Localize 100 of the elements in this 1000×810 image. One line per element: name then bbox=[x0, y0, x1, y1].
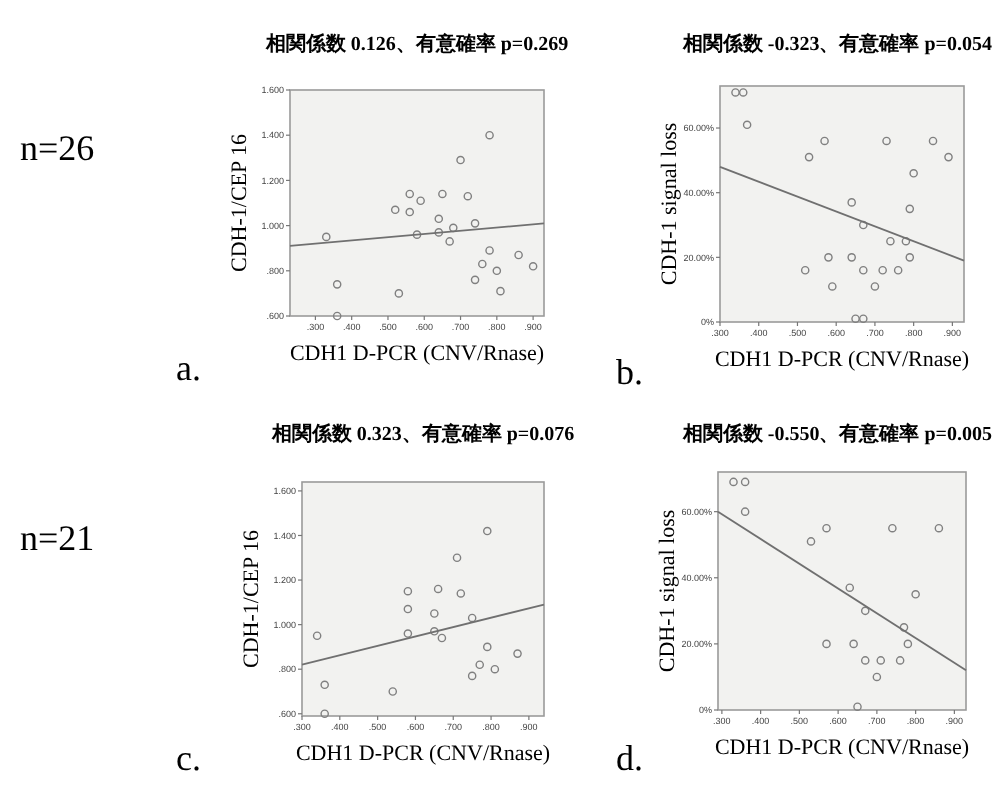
point bbox=[740, 477, 750, 487]
point bbox=[905, 204, 915, 214]
point bbox=[320, 680, 329, 690]
point bbox=[320, 709, 329, 719]
point bbox=[513, 649, 522, 658]
point bbox=[934, 523, 944, 533]
point bbox=[742, 120, 752, 130]
point bbox=[470, 275, 480, 285]
point bbox=[456, 155, 465, 165]
point bbox=[729, 477, 738, 487]
point bbox=[882, 136, 891, 146]
x-axis-title: CDH1 D-PCR (CNV/Rnase) bbox=[289, 342, 545, 366]
chart-title: 相関係数 0.323、有意確率 p=0.076 bbox=[269, 422, 575, 446]
point bbox=[853, 702, 862, 711]
point bbox=[876, 656, 886, 665]
x-axis-title: CDH1 D-PCR (CNV/Rnase) bbox=[714, 348, 970, 372]
point bbox=[430, 609, 439, 618]
chart-title: 相関係数 -0.323、有意確率 p=0.054 bbox=[680, 32, 992, 56]
point bbox=[470, 219, 480, 228]
point bbox=[467, 671, 477, 681]
y-axis-title: CDH-1 signal loss bbox=[658, 122, 682, 286]
point bbox=[394, 289, 404, 298]
point bbox=[388, 687, 398, 696]
point bbox=[452, 553, 462, 563]
point bbox=[412, 230, 422, 239]
point bbox=[332, 311, 342, 321]
point bbox=[485, 246, 494, 255]
point bbox=[822, 523, 831, 533]
chart-title: 相関係数 0.126、有意確率 p=0.269 bbox=[263, 32, 569, 56]
point bbox=[528, 261, 538, 271]
point bbox=[405, 189, 415, 199]
point bbox=[740, 507, 750, 516]
point bbox=[456, 589, 466, 598]
point bbox=[822, 639, 831, 649]
y-axis-title: CDH-1 signal loss bbox=[656, 509, 680, 673]
x-axis-title: CDH1 D-PCR (CNV/Rnase) bbox=[295, 742, 551, 766]
point bbox=[903, 639, 913, 649]
point bbox=[390, 205, 400, 215]
point bbox=[928, 136, 938, 146]
point bbox=[847, 198, 856, 207]
point bbox=[448, 223, 458, 233]
point bbox=[911, 590, 920, 599]
point bbox=[482, 526, 492, 536]
point bbox=[430, 627, 439, 636]
point bbox=[800, 265, 810, 275]
point bbox=[859, 265, 868, 275]
point bbox=[514, 250, 523, 260]
point bbox=[433, 584, 443, 594]
text: d. bbox=[616, 738, 643, 778]
point bbox=[475, 660, 485, 670]
point bbox=[403, 604, 413, 614]
point bbox=[845, 583, 855, 592]
point bbox=[895, 656, 905, 665]
point bbox=[445, 237, 454, 246]
point bbox=[828, 282, 837, 291]
point bbox=[909, 168, 918, 178]
point bbox=[434, 214, 444, 224]
point bbox=[403, 629, 413, 638]
point bbox=[478, 259, 487, 269]
point bbox=[878, 265, 887, 275]
point bbox=[438, 189, 447, 199]
point bbox=[416, 196, 425, 206]
point bbox=[738, 88, 748, 97]
point bbox=[405, 207, 415, 217]
point bbox=[496, 286, 505, 296]
point bbox=[860, 656, 870, 665]
point bbox=[490, 664, 500, 674]
point bbox=[482, 642, 492, 652]
point bbox=[851, 314, 860, 324]
point bbox=[859, 314, 868, 324]
point bbox=[849, 639, 858, 649]
text: n=26 bbox=[20, 128, 95, 168]
text: c. bbox=[176, 738, 201, 778]
point bbox=[467, 613, 477, 623]
point bbox=[820, 136, 829, 146]
point bbox=[872, 672, 882, 682]
point bbox=[847, 253, 856, 262]
point bbox=[434, 228, 444, 237]
x-axis-title: CDH1 D-PCR (CNV/Rnase) bbox=[714, 736, 970, 760]
point bbox=[485, 130, 494, 140]
point bbox=[870, 282, 880, 291]
point bbox=[332, 280, 342, 289]
point bbox=[899, 623, 909, 632]
y-axis-title: CDH-1/CEP 16 bbox=[228, 133, 252, 272]
point bbox=[463, 191, 473, 201]
chart-title: 相関係数 -0.550、有意確率 p=0.005 bbox=[680, 422, 992, 446]
point bbox=[944, 152, 953, 162]
point bbox=[901, 236, 911, 246]
point bbox=[905, 253, 915, 262]
text: a. bbox=[176, 348, 201, 388]
point bbox=[806, 537, 816, 546]
point bbox=[859, 220, 868, 230]
point bbox=[804, 152, 814, 162]
point bbox=[403, 586, 413, 596]
point bbox=[321, 232, 331, 242]
text: n=21 bbox=[20, 518, 95, 558]
point bbox=[888, 523, 897, 533]
point bbox=[824, 253, 833, 262]
point bbox=[860, 606, 870, 616]
point bbox=[886, 236, 895, 246]
